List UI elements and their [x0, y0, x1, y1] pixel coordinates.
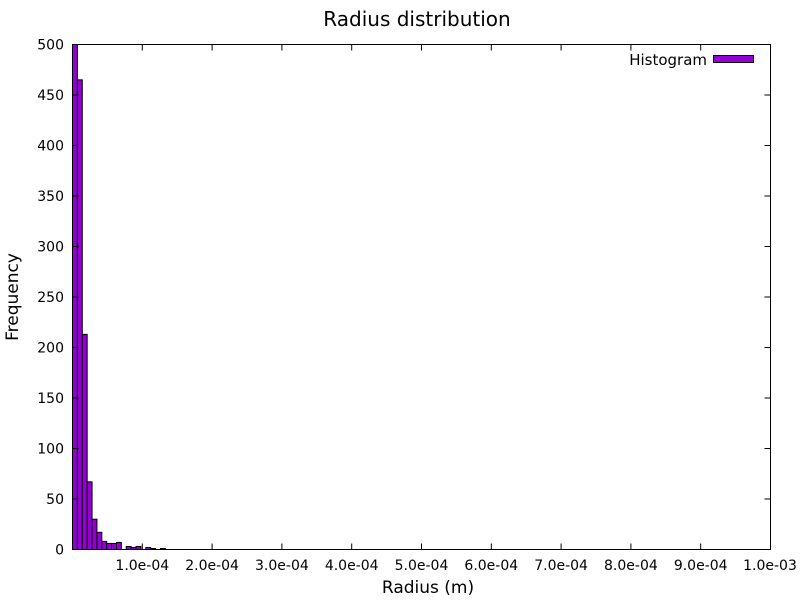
- x-tick-label-6: 7.0e-04: [534, 558, 588, 574]
- bars-group: [72, 44, 166, 551]
- legend-swatch: [713, 55, 754, 63]
- chart-title: Radius distribution: [323, 7, 510, 31]
- x-tick-label-0: 1.0e-04: [115, 558, 169, 574]
- y-tick-label-7: 350: [37, 189, 64, 205]
- legend-label: Histogram: [629, 51, 707, 69]
- y-tick-label-8: 400: [37, 139, 64, 155]
- x-tick-label-3: 4.0e-04: [325, 558, 379, 574]
- histogram-bar-3: [86, 481, 93, 550]
- y-tick-label-9: 450: [37, 88, 64, 104]
- histogram-bar-6: [101, 540, 108, 550]
- y-axis-label: Frequency: [3, 253, 23, 341]
- y-tick-label-0: 0: [55, 543, 64, 559]
- plot-frame: [72, 44, 771, 550]
- histogram-bar-7: [106, 542, 113, 551]
- y-tick-label-4: 200: [37, 341, 64, 357]
- x-axis-label: Radius (m): [382, 578, 474, 598]
- x-tick-label-1: 2.0e-04: [185, 558, 239, 574]
- y-tick-label-10: 500: [37, 38, 64, 54]
- histogram-bar-2: [81, 333, 88, 550]
- legend: Histogram: [629, 51, 754, 69]
- y-tick-label-3: 150: [37, 391, 64, 407]
- x-tick-label-9: 1.0e-03: [743, 558, 797, 574]
- x-tick-label-8: 9.0e-04: [674, 558, 728, 574]
- ticks-group: 0 50 100 150 200 250 300 350 400 450 500 1.0e-04 2.0…: [37, 38, 797, 575]
- y-tick-label-2: 100: [37, 442, 64, 458]
- y-tick-label-1: 50: [46, 492, 64, 508]
- x-tick-label-2: 3.0e-04: [255, 558, 309, 574]
- y-tick-label-5: 250: [37, 290, 64, 306]
- histogram-bar-4: [91, 518, 98, 551]
- histogram-bar-9: [115, 541, 122, 550]
- x-tick-label-7: 8.0e-04: [604, 558, 658, 574]
- x-tick-label-5: 6.0e-04: [464, 558, 518, 574]
- y-tick-label-6: 300: [37, 240, 64, 256]
- histogram-bar-1: [76, 79, 83, 550]
- histogram-bar-8: [111, 542, 117, 551]
- x-tick-label-4: 5.0e-04: [395, 558, 449, 574]
- histogram-bar-5: [96, 531, 103, 551]
